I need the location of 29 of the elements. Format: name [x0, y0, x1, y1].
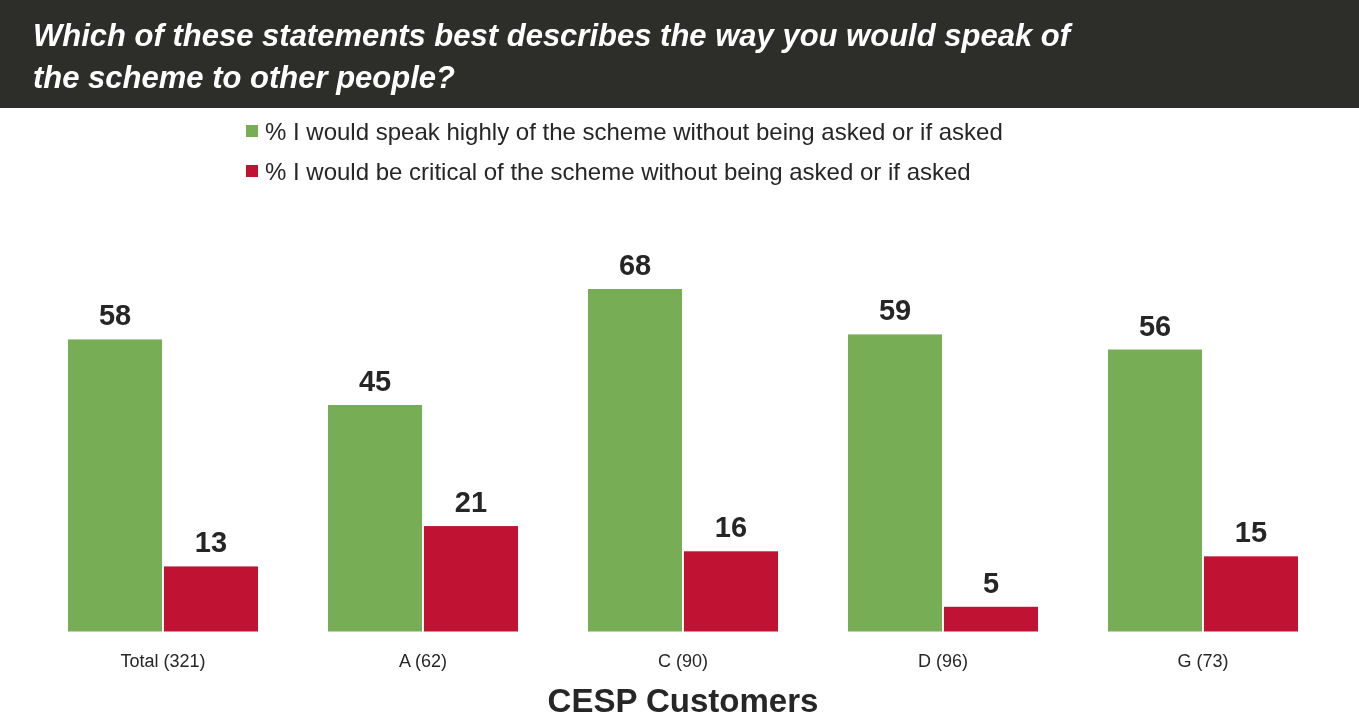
bar	[328, 405, 423, 632]
bar	[68, 339, 163, 632]
legend-label: % I would be critical of the scheme without being asked or if asked	[265, 158, 971, 185]
x-tick-label: A (62)	[398, 651, 448, 671]
x-tick-label: D (96)	[917, 651, 969, 671]
bar	[683, 551, 778, 632]
data-label: 5	[982, 566, 1000, 599]
x-tick-label: G (73)	[1177, 651, 1229, 671]
data-label: 21	[454, 486, 488, 519]
bar	[588, 289, 683, 632]
data-label: 16	[714, 511, 748, 544]
bar	[163, 566, 258, 632]
data-label: 13	[194, 526, 228, 559]
data-label: 59	[878, 294, 912, 327]
x-tick-label: Total (321)	[120, 651, 206, 671]
data-label: 15	[1234, 516, 1268, 549]
bar	[1108, 349, 1203, 632]
data-label: 68	[618, 249, 652, 281]
chart-title: Which of these statements best describes the way you would speak of the scheme to other people?	[33, 18, 1073, 95]
bar	[943, 606, 1038, 632]
x-axis-title: CESP Customers	[547, 682, 819, 717]
legend-label: % I would speak highly of the scheme without being asked or if asked	[265, 118, 1003, 145]
bar	[423, 526, 518, 632]
data-label: 58	[98, 299, 132, 332]
x-tick-label: C (90)	[657, 651, 709, 671]
data-label: 56	[1138, 309, 1172, 342]
data-label: 45	[358, 365, 392, 398]
bar	[1203, 556, 1298, 632]
bar	[848, 334, 943, 632]
